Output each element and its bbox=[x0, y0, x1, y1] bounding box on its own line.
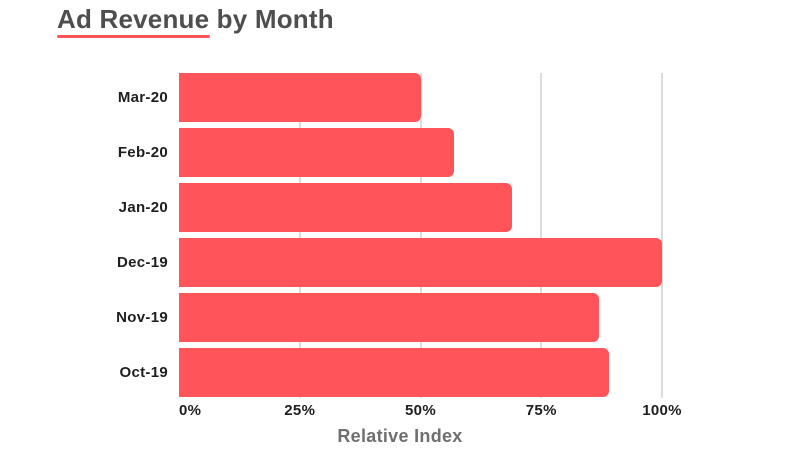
bar-nov-19 bbox=[179, 293, 600, 342]
bar-row: Oct-19 bbox=[0, 348, 800, 397]
bar-mar-20 bbox=[179, 73, 421, 122]
chart-title: Ad Revenue by Month bbox=[57, 4, 334, 34]
chart-header: Ad Revenue by Month bbox=[57, 5, 334, 38]
bar-row: Feb-20 bbox=[0, 128, 800, 177]
bar-track bbox=[179, 348, 662, 397]
bar-track bbox=[179, 128, 662, 177]
gridline-layer bbox=[179, 73, 663, 398]
bar-rows: Mar-20 Feb-20 Jan-20 Dec-19 Nov-19 Oct-19 bbox=[0, 73, 800, 403]
bar-row: Mar-20 bbox=[0, 73, 800, 122]
bar-track bbox=[179, 183, 662, 232]
y-axis-label: Mar-20 bbox=[117, 89, 168, 106]
y-axis-label: Nov-19 bbox=[116, 309, 168, 326]
y-axis-label: Oct-19 bbox=[119, 364, 168, 381]
y-axis-label: Jan-20 bbox=[118, 199, 168, 216]
bar-dec-19 bbox=[179, 238, 662, 287]
x-tick-label-25: 25% bbox=[284, 402, 316, 419]
x-tick-label-100: 100% bbox=[642, 402, 682, 419]
bar-row: Dec-19 bbox=[0, 238, 800, 287]
x-tick-label-0: 0% bbox=[179, 402, 202, 419]
gridline-50 bbox=[419, 73, 422, 398]
bar-track bbox=[179, 293, 662, 342]
x-axis-ticks: 0% 25% 50% 75% 100% bbox=[179, 402, 681, 420]
bar-oct-19 bbox=[179, 348, 609, 397]
bar-feb-20 bbox=[179, 128, 455, 177]
x-axis-title: Relative Index bbox=[337, 426, 463, 446]
y-axis-label: Dec-19 bbox=[117, 254, 168, 271]
y-axis-label: Feb-20 bbox=[117, 144, 168, 161]
gridline-25 bbox=[298, 73, 301, 398]
bar-track bbox=[179, 238, 662, 287]
title-underline-accent bbox=[57, 35, 210, 38]
x-tick-label-75: 75% bbox=[525, 402, 557, 419]
bar-track bbox=[179, 73, 662, 122]
bar-row: Jan-20 bbox=[0, 183, 800, 232]
gridline-100 bbox=[661, 73, 663, 398]
bar-jan-20 bbox=[179, 183, 513, 232]
gridline-75 bbox=[540, 73, 543, 398]
x-tick-label-50: 50% bbox=[405, 402, 436, 419]
bar-row: Nov-19 bbox=[0, 293, 800, 342]
